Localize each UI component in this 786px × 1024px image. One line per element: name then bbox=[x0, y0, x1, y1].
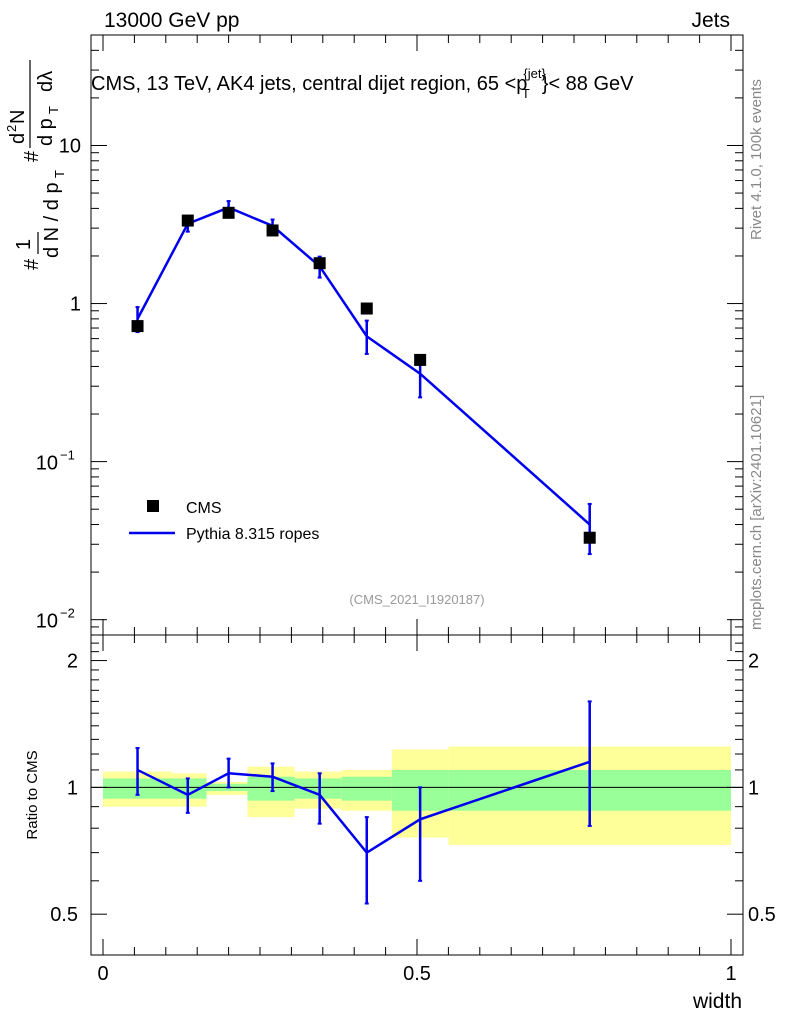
cms-data-point bbox=[181, 214, 194, 227]
main-y-tick-label: 10 bbox=[59, 135, 81, 157]
ratio-y-tick-label-right: 1 bbox=[748, 777, 759, 799]
main-title-sup: {jet} bbox=[523, 66, 546, 81]
cms-data-point bbox=[414, 353, 427, 366]
ratio-panel-bands bbox=[103, 746, 731, 845]
ylabel-hash-1: # bbox=[21, 258, 43, 270]
main-y-tick-label: 10 bbox=[36, 611, 58, 633]
svg-text:T: T bbox=[46, 106, 61, 114]
ratio-panel-axes: 0.5 0.5 1 1 2 2 0 0.5 1 bbox=[50, 634, 776, 985]
main-y-tick-label: 10 bbox=[36, 453, 58, 475]
x-axis-label: width bbox=[692, 990, 742, 1013]
ratio-y-tick-label: 0.5 bbox=[50, 904, 78, 926]
ylabel-d2n: d bbox=[7, 133, 29, 144]
x-tick-label: 1 bbox=[725, 963, 736, 985]
main-panel-series bbox=[131, 200, 596, 556]
legend-pythia-label: Pythia 8.315 ropes bbox=[186, 526, 319, 543]
x-tick-label: 0 bbox=[97, 963, 108, 985]
main-panel-frame bbox=[90, 34, 744, 636]
ylabel-dpt: d p bbox=[35, 118, 57, 146]
ratio-y-tick-label-right: 2 bbox=[748, 651, 759, 673]
ratio-y-tick-label: 2 bbox=[67, 651, 78, 673]
cms-data-point bbox=[583, 531, 596, 544]
header-energy-label: 13000 GeV pp bbox=[104, 9, 239, 32]
ratio-y-tick-label: 1 bbox=[67, 777, 78, 799]
main-title-sub: T bbox=[522, 86, 530, 101]
ratio-stat-uncertainty-band bbox=[247, 776, 295, 801]
svg-text:N: N bbox=[7, 110, 29, 124]
ratio-stat-uncertainty-band bbox=[294, 778, 342, 799]
ylabel-one: 1 bbox=[13, 239, 35, 250]
ylabel-dn: d N / d p bbox=[41, 182, 63, 258]
main-title-text: CMS, 13 TeV, AK4 jets, central dijet reg… bbox=[91, 73, 527, 95]
x-tick-label: 0.5 bbox=[403, 963, 431, 985]
cms-data-point bbox=[266, 224, 279, 237]
main-y-axis-label: # 1 d N / d p T # d 2 N d p T dλ bbox=[4, 60, 67, 270]
cms-data-point bbox=[222, 206, 235, 219]
main-y-tick-label-exp: −1 bbox=[60, 448, 75, 463]
ratio-y-axis-label: Ratio to CMS bbox=[24, 750, 41, 839]
legend: CMS Pythia 8.315 ropes bbox=[129, 500, 319, 543]
main-y-tick-label: 1 bbox=[70, 294, 81, 316]
analysis-id-label: (CMS_2021_I1920187) bbox=[349, 592, 484, 607]
main-y-tick-label-exp: −2 bbox=[60, 606, 75, 621]
ylabel-dlambda: dλ bbox=[35, 71, 57, 92]
cms-data-point bbox=[131, 320, 144, 333]
mc-line bbox=[136, 206, 591, 526]
side-mcplots-label: mcplots.cern.ch [arXiv:2401.10621] bbox=[748, 395, 765, 630]
cms-data-point bbox=[360, 302, 373, 315]
ratio-panel-series bbox=[135, 700, 592, 905]
main-title: CMS, 13 TeV, AK4 jets, central dijet reg… bbox=[91, 66, 634, 101]
side-rivet-label: Rivet 4.1.0, 100k events bbox=[748, 79, 765, 240]
ratio-y-tick-label-right: 0.5 bbox=[748, 904, 776, 926]
header-jets-label: Jets bbox=[691, 9, 730, 32]
legend-cms-label: CMS bbox=[186, 500, 222, 517]
ratio-line bbox=[136, 760, 591, 855]
main-title-tail: }< 88 GeV bbox=[542, 73, 634, 95]
ratio-stat-uncertainty-band bbox=[341, 776, 392, 801]
legend-cms-marker bbox=[147, 500, 159, 512]
svg-text:2: 2 bbox=[4, 125, 19, 132]
ylabel-sub-t1: T bbox=[52, 170, 67, 178]
cms-data-point bbox=[313, 257, 326, 270]
ratio-stat-uncertainty-band bbox=[172, 778, 207, 799]
ylabel-hash-2: # bbox=[21, 150, 43, 162]
